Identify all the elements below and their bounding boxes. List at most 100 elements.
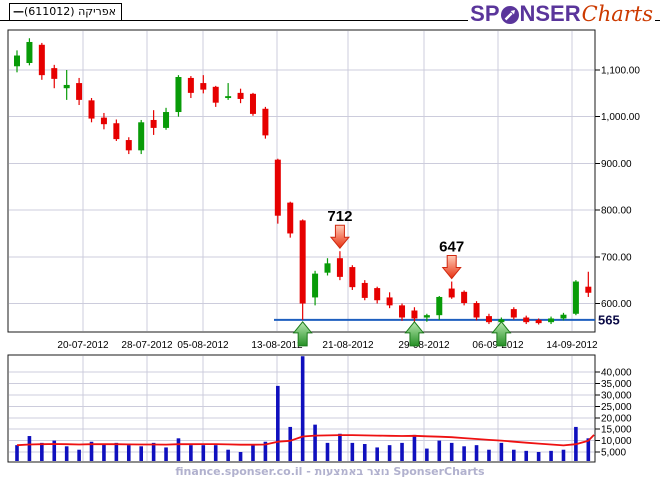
candle-up <box>572 281 579 314</box>
date-tick-label: 13-08-2012 <box>251 340 303 351</box>
date-tick-label: 28-07-2012 <box>121 340 173 351</box>
volume-tick-label: 25,000 <box>601 402 632 413</box>
volume-bar <box>362 444 367 461</box>
volume-bar <box>425 448 429 461</box>
volume-tick-label: 35,000 <box>601 379 632 390</box>
volume-bar <box>387 445 392 461</box>
volume-bar <box>400 442 404 461</box>
volume-bar <box>512 449 516 461</box>
candle-down <box>38 44 45 76</box>
candle-down <box>473 303 480 318</box>
volume-bar <box>449 442 454 461</box>
date-tick-label: 21-08-2012 <box>322 340 374 351</box>
top-divider <box>0 20 660 21</box>
volume-bar <box>52 440 57 461</box>
price-tick-label: 1,000.00 <box>601 112 640 123</box>
volume-bar <box>201 445 206 461</box>
annotation-price-label: 647 <box>439 239 464 256</box>
candle-down <box>51 68 58 79</box>
candle-down <box>585 286 592 293</box>
candle-down <box>274 159 281 216</box>
candle-down <box>374 288 381 301</box>
candle-down <box>386 297 393 306</box>
volume-bar <box>313 424 317 461</box>
candle-up <box>225 96 232 99</box>
volume-bar <box>151 442 156 461</box>
candle-up <box>138 122 145 151</box>
volume-bar <box>164 447 168 461</box>
candle-down <box>187 77 194 93</box>
legend-label: (611012) אפריקה <box>24 5 116 18</box>
volume-bar <box>189 445 193 461</box>
candle-down <box>287 202 294 234</box>
candle-up <box>63 84 70 89</box>
volume-bar <box>549 450 553 461</box>
volume-bar <box>213 445 218 461</box>
volume-bar <box>437 440 442 461</box>
candle-down <box>523 317 530 323</box>
volume-bar <box>263 441 268 461</box>
volume-bar <box>77 449 81 461</box>
volume-bar <box>15 445 19 461</box>
logo-trend-circle-icon <box>500 6 519 24</box>
volume-bar <box>40 442 44 461</box>
volume-bar <box>114 442 119 461</box>
volume-bar <box>412 434 417 461</box>
candle-up <box>163 112 170 128</box>
candle-up <box>423 315 430 318</box>
volume-bar <box>176 438 181 461</box>
annotation-price-label: 712 <box>327 208 352 225</box>
volume-tick-label: 20,000 <box>601 413 632 424</box>
candle-down <box>299 220 306 304</box>
candle-up <box>560 314 567 319</box>
candle-down <box>76 83 83 100</box>
volume-bar <box>350 442 355 461</box>
candle-down <box>448 288 455 298</box>
volume-bar <box>586 438 591 461</box>
candle-up <box>312 273 319 298</box>
candle-down <box>150 119 157 128</box>
candle-down <box>125 140 132 151</box>
candle-up <box>324 263 331 273</box>
price-tick-label: 700.00 <box>601 252 632 263</box>
volume-bar <box>499 442 504 461</box>
up-arrow-icon <box>404 321 425 347</box>
volume-bar <box>474 445 479 461</box>
date-tick-label: 05-08-2012 <box>177 340 229 351</box>
candle-down <box>485 316 492 323</box>
candle-down <box>113 123 120 140</box>
volume-bar <box>27 436 32 461</box>
candle-down <box>336 258 343 277</box>
volume-bar <box>375 447 379 461</box>
date-tick-label: 14-09-2012 <box>546 340 598 351</box>
volume-bar <box>300 356 305 461</box>
up-arrow-icon <box>491 321 512 347</box>
volume-tick-label: 5,000 <box>601 448 626 459</box>
volume-tick-label: 10,000 <box>601 436 632 447</box>
candle-down <box>535 319 542 324</box>
candle-down <box>461 291 468 304</box>
volume-bar <box>226 449 230 461</box>
candle-up <box>498 319 505 323</box>
logo-text-sp: SP <box>470 1 500 26</box>
volume-tick-label: 30,000 <box>601 391 632 402</box>
candle-up <box>175 77 182 113</box>
volume-bar <box>126 445 131 461</box>
candle-up <box>548 318 555 323</box>
candle-down <box>399 305 406 318</box>
price-tick-label: 600.00 <box>601 299 632 310</box>
volume-bar <box>524 450 529 461</box>
candle-down <box>249 93 256 114</box>
candle-down <box>510 309 517 318</box>
price-tick-label: 800.00 <box>601 206 632 217</box>
volume-bar <box>462 446 466 461</box>
volume-bar <box>536 452 541 461</box>
price-tick-label: 900.00 <box>601 159 632 170</box>
support-price-label: 565 <box>598 312 620 327</box>
volume-bar <box>325 442 330 461</box>
candle-down <box>361 282 368 298</box>
sponser-charts-logo: SP NSER Charts <box>468 1 655 27</box>
stock-legend[interactable]: —(611012) אפריקה <box>9 3 122 21</box>
